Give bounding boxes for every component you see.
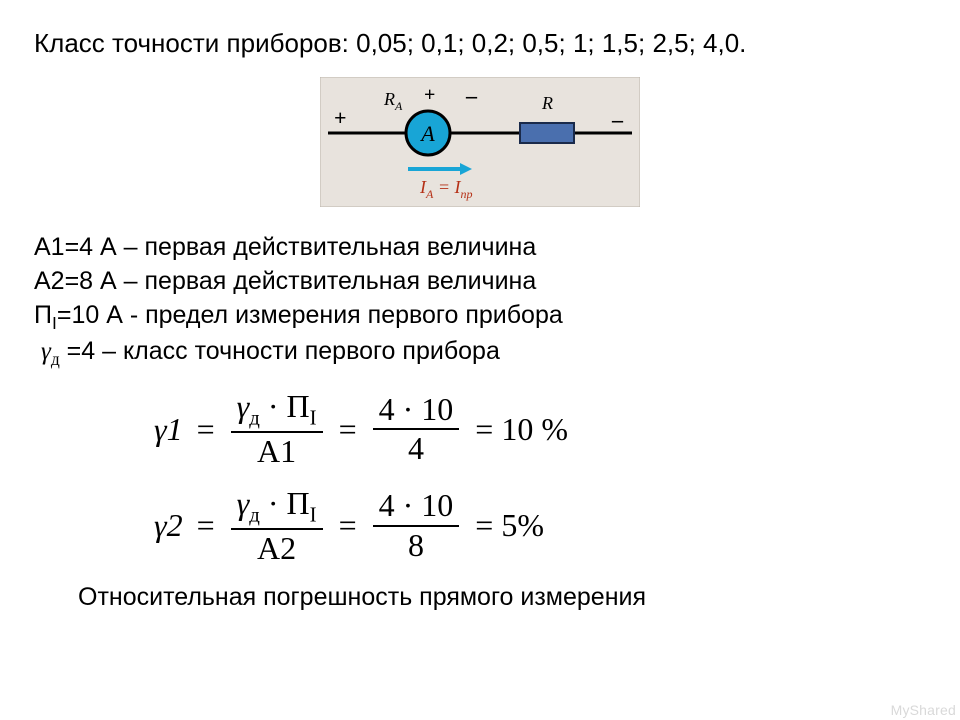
- def-gamma-sub: д: [51, 349, 60, 369]
- f1-den2: 4: [402, 432, 430, 466]
- terminal-minus-right: –: [611, 107, 624, 132]
- heading-accuracy-classes: Класс точности приборов: 0,05; 0,1; 0,2;…: [34, 28, 926, 59]
- circuit-bg: [320, 77, 640, 207]
- f2-frac1: γд · ПI А2: [231, 487, 323, 566]
- def-gamma-text: =4 – класс точности первого прибора: [60, 337, 500, 365]
- f2-num-psub: I: [310, 503, 317, 526]
- f2-eq3: =: [475, 507, 493, 544]
- f2-eq1: =: [197, 507, 215, 544]
- circuit-diagram-container: + A RA + – R – IA = Iпр: [34, 77, 926, 207]
- f2-rhs: 5%: [501, 507, 544, 544]
- f1-lhs: γ1: [154, 411, 183, 448]
- definition-a1: А1=4 А – первая действительная величина: [34, 231, 926, 265]
- f2-num-gsub: д: [249, 503, 260, 526]
- definition-limit: ПI=10 А - предел измерения первого прибо…: [34, 299, 926, 336]
- f1-num-gsub: д: [249, 406, 260, 429]
- ammeter-minus: –: [465, 83, 478, 108]
- formula-gamma2: γ2 = γд · ПI А2 = 4 · 10 8 = 5%: [154, 487, 926, 566]
- f1-eq1: =: [197, 411, 215, 448]
- f1-num-g: γ: [237, 388, 250, 424]
- ammeter-letter: A: [419, 121, 435, 146]
- footer-caption: Относительная погрешность прямого измере…: [78, 583, 926, 612]
- circuit-diagram: + A RA + – R – IA = Iпр: [320, 77, 640, 207]
- f2-num-g: γ: [237, 485, 250, 521]
- def-gamma-sym: γ: [41, 338, 51, 365]
- resistor-icon: [520, 123, 574, 143]
- f1-num-dot: ·: [260, 388, 287, 424]
- f1-eq3: =: [475, 411, 493, 448]
- terminal-plus-left: +: [334, 105, 347, 130]
- f2-lhs: γ2: [154, 507, 183, 544]
- watermark: MyShared: [887, 700, 960, 720]
- def-pi-text: =10 А - предел измерения первого прибора: [57, 301, 563, 329]
- ammeter-plus: +: [424, 84, 435, 106]
- def-pi-sym: П: [34, 301, 52, 329]
- f2-frac2: 4 · 10 8: [373, 489, 460, 562]
- definitions-block: А1=4 А – первая действительная величина …: [34, 231, 926, 372]
- f2-den1: А2: [251, 532, 302, 566]
- f1-eq2: =: [339, 411, 357, 448]
- definition-a2: А2=8 А – первая действительная величина: [34, 265, 926, 299]
- f1-frac1: γд · ПI А1: [231, 390, 323, 469]
- formulas-block: γ1 = γд · ПI А1 = 4 · 10 4 = 10 % γ2 =: [154, 390, 926, 566]
- f1-num-p: П: [287, 388, 310, 424]
- f2-num-p: П: [287, 485, 310, 521]
- f1-num2: 4 · 10: [373, 393, 460, 427]
- f1-rhs: 10 %: [501, 411, 568, 448]
- f1-den1: А1: [251, 435, 302, 469]
- f2-eq2: =: [339, 507, 357, 544]
- resistor-label: R: [541, 93, 553, 113]
- f2-den2: 8: [402, 529, 430, 563]
- definition-class: γд =4 – класс точности первого прибора: [34, 335, 926, 372]
- f1-frac2: 4 · 10 4: [373, 393, 460, 466]
- f1-num-psub: I: [310, 406, 317, 429]
- f2-num2: 4 · 10: [373, 489, 460, 523]
- formula-gamma1: γ1 = γд · ПI А1 = 4 · 10 4 = 10 %: [154, 390, 926, 469]
- f2-num-dot: ·: [260, 485, 287, 521]
